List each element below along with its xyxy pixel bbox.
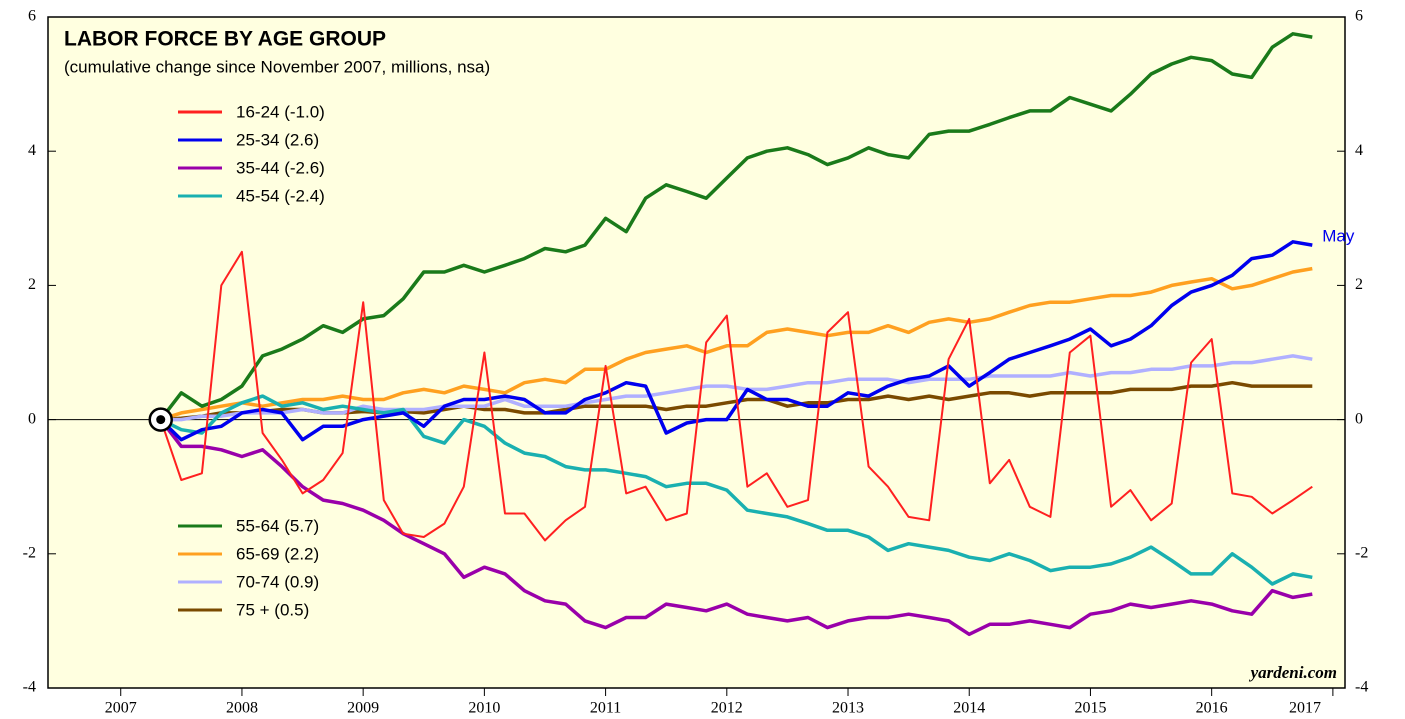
y-tick-label: -4 xyxy=(23,679,36,696)
chart-subtitle: (cumulative change since November 2007, … xyxy=(64,57,490,76)
series-line xyxy=(159,418,1313,637)
series-line xyxy=(159,32,1313,421)
source-label: yardeni.com xyxy=(1249,663,1337,682)
y2-tick-label: 6 xyxy=(1355,8,1363,25)
y-tick-label: 4 xyxy=(28,142,36,159)
y2-tick-label: -4 xyxy=(1355,679,1368,696)
legend-label: 65-69 (2.2) xyxy=(236,544,319,563)
x-tick-label: 2014 xyxy=(953,700,985,717)
y-tick-label: 2 xyxy=(28,276,36,293)
y2-tick-label: 2 xyxy=(1355,276,1363,293)
y-tick-label: -2 xyxy=(23,544,36,561)
series-line xyxy=(159,250,1313,542)
y2-tick-label: -2 xyxy=(1355,544,1368,561)
chart-title: LABOR FORCE BY AGE GROUP xyxy=(64,28,386,51)
x-tick-label: 2007 xyxy=(105,700,137,717)
y-tick-label: 0 xyxy=(28,410,36,427)
legend-label: 75 + (0.5) xyxy=(236,600,309,619)
y2-tick-label: 0 xyxy=(1355,410,1363,427)
x-tick-label: 2011 xyxy=(590,700,621,717)
legend-label: 25-34 (2.6) xyxy=(236,130,319,149)
legend-label: 35-44 (-2.6) xyxy=(236,158,325,177)
series-line xyxy=(160,266,1313,422)
legend-label: 55-64 (5.7) xyxy=(236,516,319,535)
start-marker-dot xyxy=(156,415,166,425)
y2-tick-label: 4 xyxy=(1355,142,1363,159)
series-line xyxy=(159,394,1313,586)
y-tick-label: 6 xyxy=(28,8,36,25)
plot-area xyxy=(47,16,1346,689)
x-tick-label: 2009 xyxy=(347,700,379,717)
end-label: May xyxy=(1322,227,1355,246)
legend-label: 45-54 (-2.4) xyxy=(236,186,325,205)
x-tick-label: 2010 xyxy=(468,700,500,717)
x-tick-label: 2012 xyxy=(711,700,743,717)
legend-label: 70-74 (0.9) xyxy=(236,572,319,591)
x-tick-label: 2016 xyxy=(1196,700,1228,717)
x-tick-label: 2015 xyxy=(1074,700,1106,717)
x-tick-label: 2013 xyxy=(832,700,864,717)
legend-label: 16-24 (-1.0) xyxy=(236,102,325,121)
x-tick-label: 2017 xyxy=(1289,700,1321,717)
x-tick-label: 2008 xyxy=(226,700,258,717)
